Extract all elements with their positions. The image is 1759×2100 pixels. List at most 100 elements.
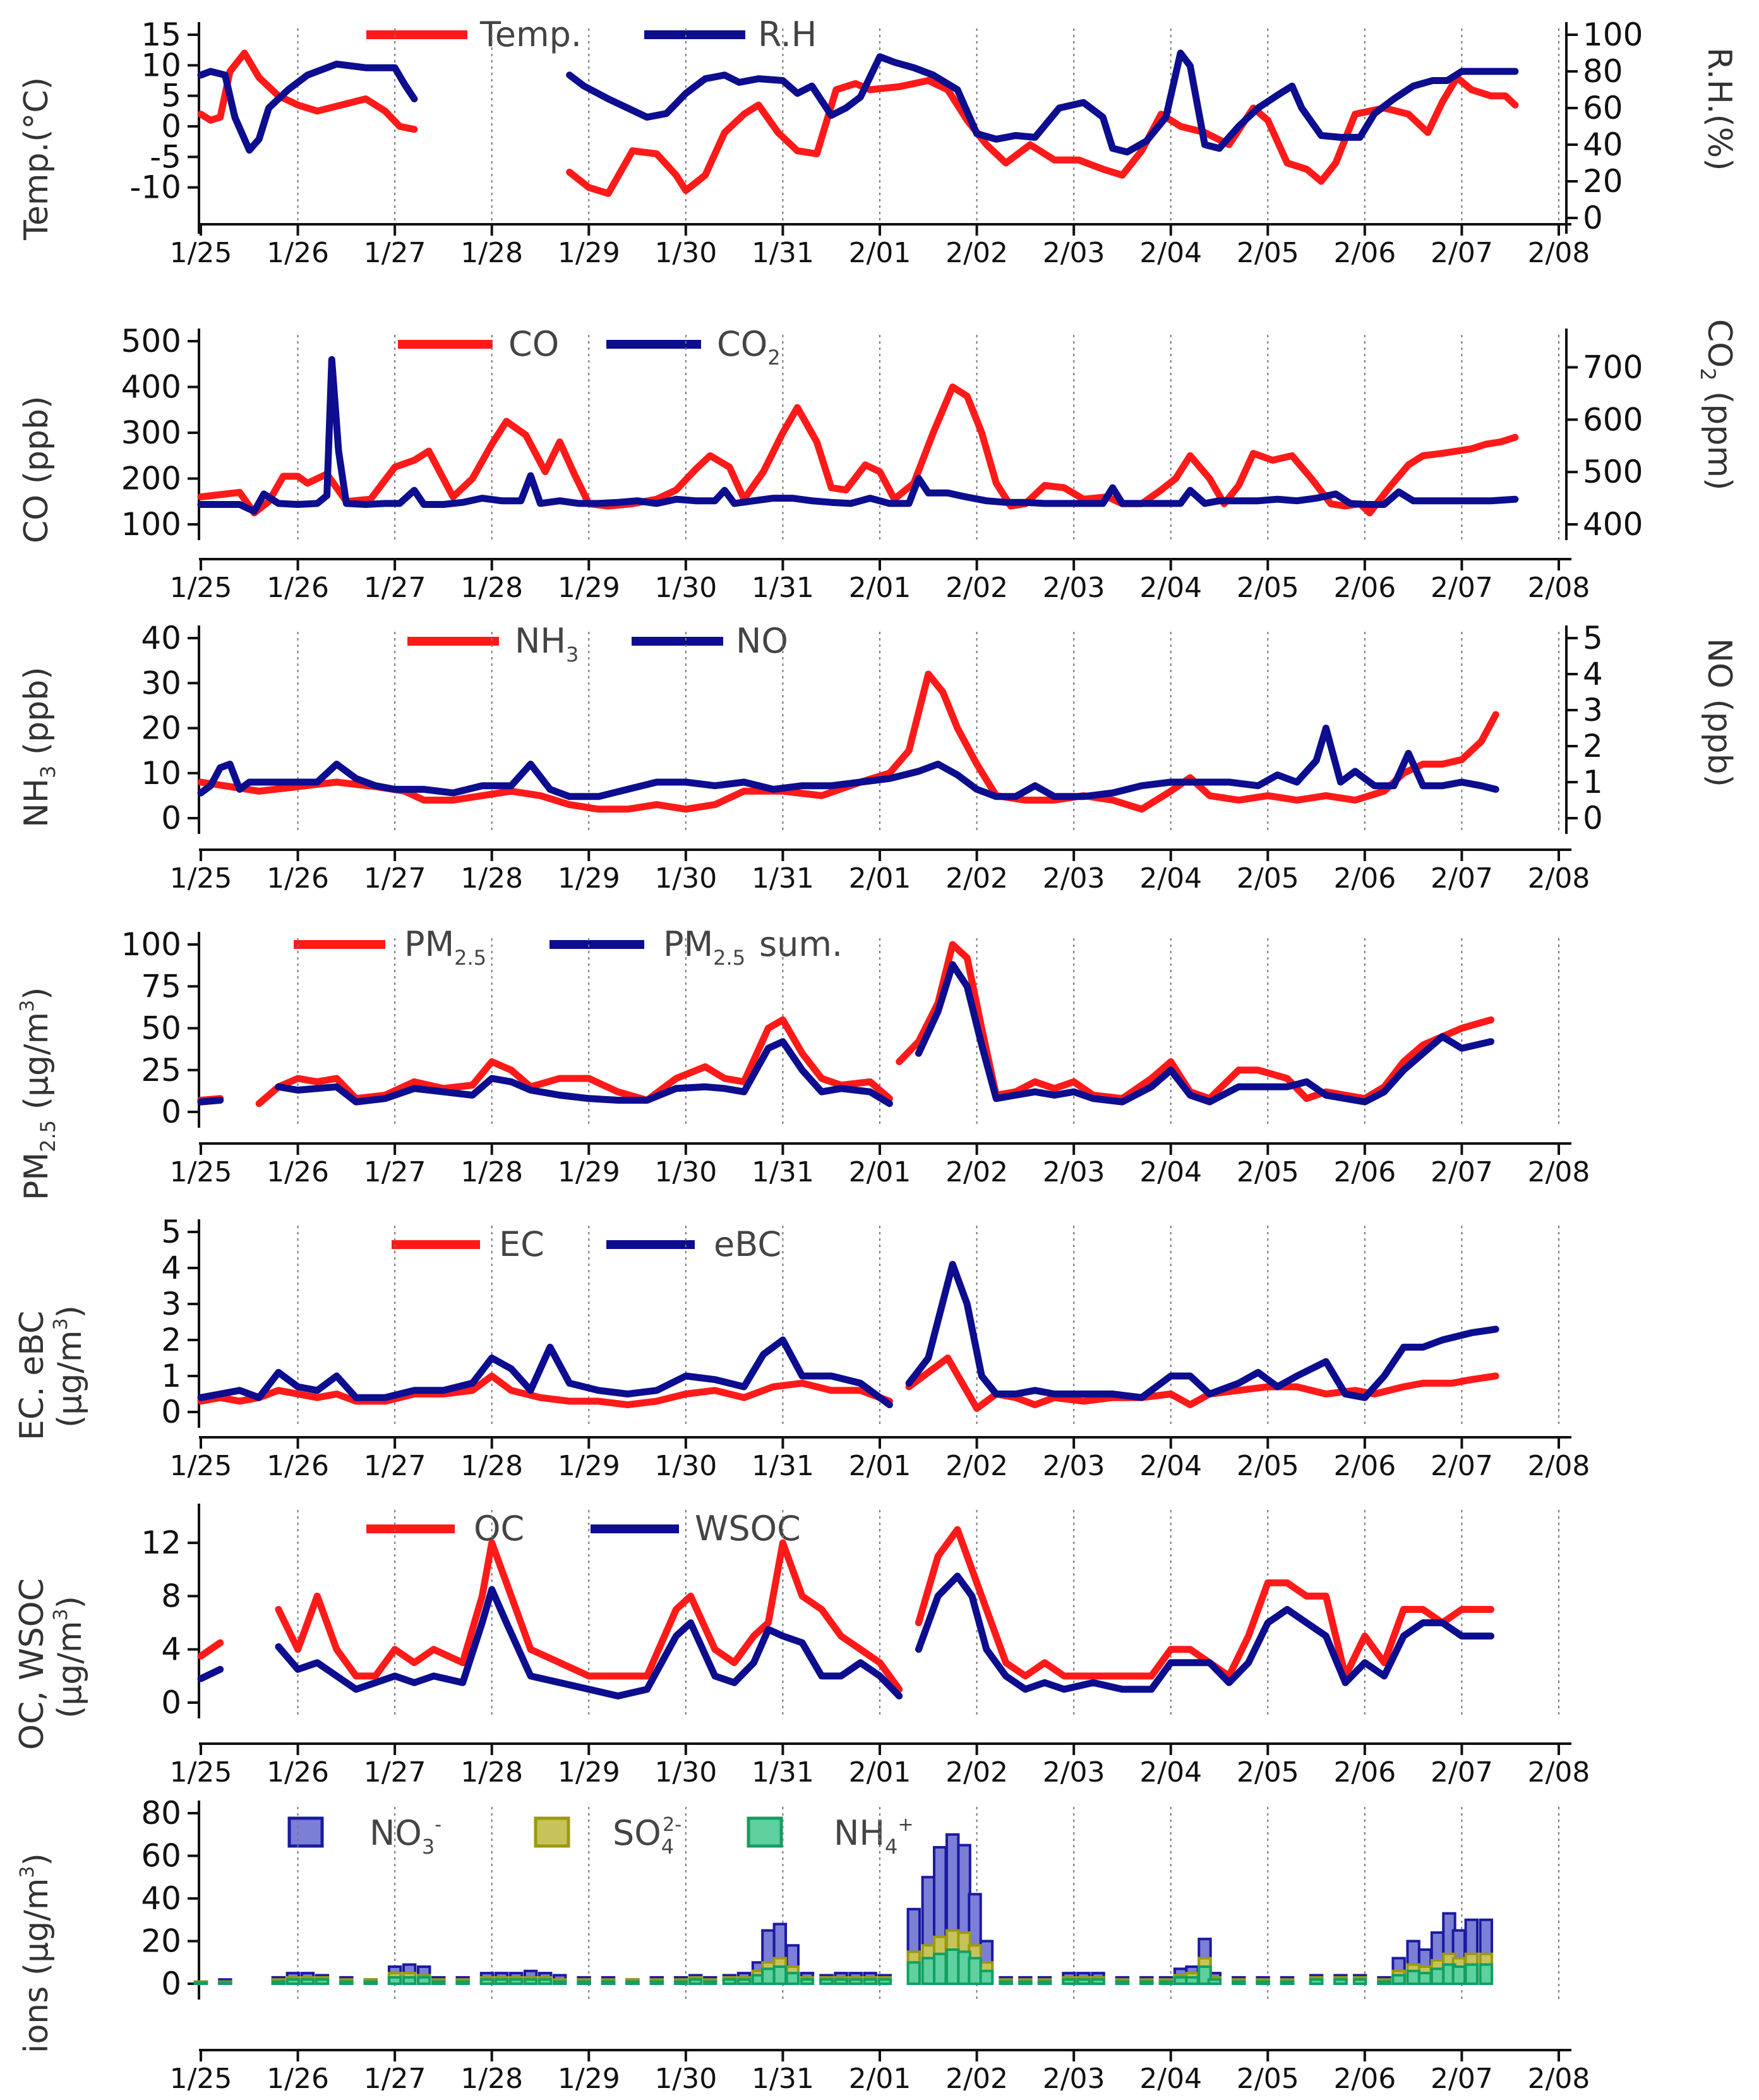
bar-nh4 — [999, 1980, 1013, 1985]
x-tick-label: 2/02 — [946, 572, 1008, 604]
series-line-ec — [905, 1355, 1499, 1412]
bar-nh4 — [834, 1978, 848, 1985]
x-tick-label: 2/01 — [849, 572, 911, 604]
y-tick-label-left: 20 — [141, 1923, 181, 1960]
x-tick-label: 1/31 — [752, 1756, 814, 1789]
oc-title-main: (µg/m — [51, 1620, 89, 1718]
y-tick-label-left: 12 — [141, 1524, 181, 1561]
x-tick-label: 1/28 — [460, 1156, 523, 1188]
y-tick-label-left: 0 — [161, 1965, 181, 2002]
series-line-r-h — [566, 49, 1519, 156]
bar-nh4 — [933, 1952, 947, 1985]
legend-label-nh3: NH3 — [515, 621, 579, 667]
bar-nh4 — [968, 1957, 982, 1985]
bar-nh4 — [431, 1980, 446, 1985]
pm25-y-axis-title: PM2.5 (µg/m3) — [16, 987, 60, 1200]
series-line-wsoc — [915, 1572, 1494, 1693]
x-tick-label: 2/04 — [1139, 862, 1202, 895]
x-tick-label: 1/27 — [364, 1156, 426, 1188]
y-tick-label-left: 20 — [141, 710, 181, 747]
legend-pm25sum-main: PM — [663, 924, 713, 964]
bar-nh4 — [736, 1978, 752, 1985]
bar-nh4 — [703, 1980, 717, 1985]
x-tick-label: 1/27 — [364, 572, 426, 604]
pm25-title-tail: (µg/m — [18, 1012, 56, 1120]
bar-nh4 — [1076, 1978, 1091, 1985]
y-tick-label-right: 400 — [1583, 506, 1643, 543]
bar-nh4 — [1377, 1980, 1391, 1985]
y-tick-label-right: 80 — [1583, 53, 1623, 90]
bar-nh4 — [772, 1965, 788, 1985]
legend-so4-main: SO — [613, 1813, 661, 1853]
x-tick-label: 1/28 — [460, 2063, 523, 2095]
bar-nh4 — [1333, 1978, 1348, 1985]
panel-pm25: 100 75 50 25 0 1/25 1/26 1/27 1/28 1/29 1/30 1/31 2/… — [121, 926, 1590, 1188]
y-tick-label-left: 10 — [141, 47, 181, 83]
bar-nh4 — [649, 1980, 664, 1985]
legend-swatch-nh4 — [747, 1816, 783, 1848]
y-tick-label-left: 1 — [161, 1358, 181, 1394]
legend-ions: NO3- SO42- NH4+ — [287, 1813, 914, 1859]
x-tick-label: 1/29 — [558, 1756, 620, 1789]
legend-nh4-sup: + — [898, 1814, 913, 1836]
x-tick-label: 2/03 — [1043, 572, 1105, 604]
x-tick-label: 2/04 — [1139, 2063, 1202, 2095]
x-tick-label: 2/06 — [1333, 2063, 1396, 2095]
pm25-title-sub: 2.5 — [36, 1120, 60, 1152]
x-tick-label: 2/06 — [1333, 1156, 1396, 1188]
bar-nh4 — [1018, 1980, 1033, 1985]
x-tick-label: 2/01 — [849, 1156, 911, 1188]
y-tick-label-right: 60 — [1583, 90, 1623, 126]
series-line-temp- — [566, 74, 1519, 197]
y-tick-label-left: 2 — [161, 1322, 181, 1358]
bar-nh4 — [1352, 1978, 1367, 1985]
oc-title-close: ) — [51, 1596, 89, 1608]
temp-y-axis-title: Temp.(°C) — [18, 77, 56, 241]
bar-nh4 — [800, 1978, 815, 1985]
bar-nh4 — [688, 1978, 703, 1985]
y-tick-label-left: 75 — [141, 968, 181, 1005]
x-tick-label: 1/29 — [558, 1156, 620, 1188]
ec-title-sup: 3 — [50, 1318, 72, 1330]
legend-label-ec: EC — [499, 1224, 544, 1264]
y-tick-label-right: 0 — [1583, 800, 1603, 836]
series-line-wsoc — [275, 1586, 903, 1699]
legend-label-rh: R.H — [758, 15, 817, 54]
legend-no3-main: NO — [369, 1813, 422, 1853]
bar-nh4 — [1464, 1963, 1479, 1985]
legend-label-ebc: eBC — [714, 1224, 781, 1264]
bar-nh4 — [1280, 1980, 1295, 1985]
x-tick-label: 2/04 — [1139, 1450, 1202, 1482]
bar-nh4 — [601, 1980, 616, 1985]
legend-nh3-no: NH3 NO — [407, 621, 788, 667]
legend-pm25sum-tail: sum. — [759, 924, 843, 964]
bar-nh4 — [863, 1978, 877, 1985]
bar-nh4 — [625, 1980, 640, 1985]
x-tick-label: 2/02 — [946, 2063, 1008, 2095]
x-tick-label: 1/26 — [267, 1156, 329, 1188]
x-tick-label: 2/04 — [1139, 237, 1202, 269]
x-tick-label: 2/08 — [1528, 237, 1590, 269]
bar-nh4 — [1406, 1969, 1420, 1985]
y-tick-label-left: 500 — [121, 323, 181, 359]
y-tick-label-left: 0 — [161, 108, 181, 145]
y-tick-label-right: 700 — [1583, 349, 1643, 385]
bar-nh4 — [1417, 1972, 1432, 1985]
x-tick-label: 2/07 — [1431, 862, 1493, 895]
legend-label-so4: SO42- — [613, 1813, 681, 1859]
x-tick-label: 2/07 — [1431, 2063, 1493, 2095]
legend-nh3-main: NH — [515, 621, 566, 661]
bar-nh4 — [271, 1980, 286, 1985]
x-tick-label: 1/30 — [654, 1450, 717, 1482]
x-tick-label: 2/03 — [1043, 1450, 1105, 1482]
legend-pm25sum-sub: 2.5 — [713, 946, 745, 970]
legend-label-co2: CO2 — [717, 324, 781, 370]
x-tick-label: 2/07 — [1431, 572, 1493, 604]
series-line-co — [197, 383, 1519, 517]
series-line-pm2-5 — [896, 941, 1494, 1102]
y-tick-label-left: 4 — [161, 1631, 181, 1668]
x-tick-label: 2/05 — [1237, 1156, 1299, 1188]
series-line-no — [197, 725, 1499, 800]
bar-nh4 — [1391, 1974, 1406, 1985]
